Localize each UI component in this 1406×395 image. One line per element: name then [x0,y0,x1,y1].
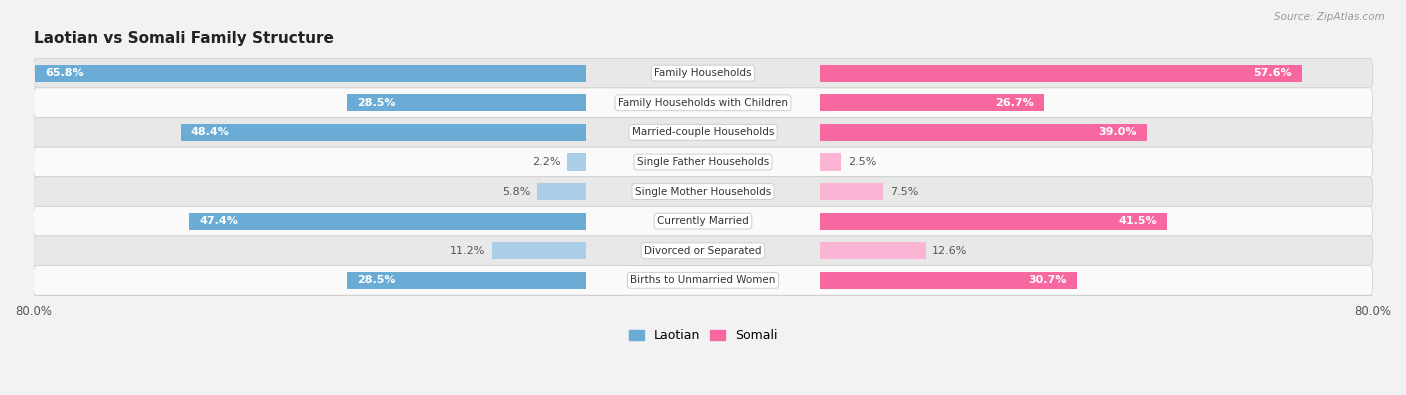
Text: Laotian vs Somali Family Structure: Laotian vs Somali Family Structure [34,31,333,46]
Text: Divorced or Separated: Divorced or Separated [644,246,762,256]
FancyBboxPatch shape [34,118,1372,147]
Text: 28.5%: 28.5% [357,98,396,108]
Bar [820,242,925,260]
Text: 48.4%: 48.4% [191,127,229,137]
Legend: Laotian, Somali: Laotian, Somali [624,324,782,347]
Text: 47.4%: 47.4% [200,216,238,226]
FancyBboxPatch shape [34,265,1372,295]
FancyBboxPatch shape [34,206,1372,236]
Text: 11.2%: 11.2% [450,246,485,256]
Text: Currently Married: Currently Married [657,216,749,226]
Bar [820,183,883,200]
Text: 28.5%: 28.5% [357,275,396,285]
Text: 2.5%: 2.5% [848,157,876,167]
Bar [347,272,586,289]
Text: 30.7%: 30.7% [1029,275,1067,285]
FancyBboxPatch shape [34,58,1372,88]
Bar [820,64,1302,82]
Bar [190,213,586,230]
Text: Source: ZipAtlas.com: Source: ZipAtlas.com [1274,12,1385,22]
Text: 39.0%: 39.0% [1098,127,1136,137]
Bar [35,64,586,82]
Bar [347,94,586,111]
FancyBboxPatch shape [34,236,1372,265]
Text: 65.8%: 65.8% [45,68,84,78]
Bar [820,272,1077,289]
Bar [537,183,586,200]
Text: Single Father Households: Single Father Households [637,157,769,167]
Bar [492,242,586,260]
Text: 5.8%: 5.8% [502,186,530,197]
Bar [820,153,841,171]
Bar [568,153,586,171]
Text: Births to Unmarried Women: Births to Unmarried Women [630,275,776,285]
FancyBboxPatch shape [34,147,1372,177]
Bar [820,94,1043,111]
Text: 2.2%: 2.2% [533,157,561,167]
Bar [181,124,586,141]
Text: 7.5%: 7.5% [890,186,918,197]
Text: 26.7%: 26.7% [995,98,1033,108]
Bar [820,124,1146,141]
FancyBboxPatch shape [34,88,1372,118]
Text: 41.5%: 41.5% [1119,216,1157,226]
Text: Single Mother Households: Single Mother Households [636,186,770,197]
Text: Married-couple Households: Married-couple Households [631,127,775,137]
FancyBboxPatch shape [34,177,1372,206]
Bar [820,213,1167,230]
Text: 57.6%: 57.6% [1254,68,1292,78]
Text: 12.6%: 12.6% [932,246,967,256]
Text: Family Households: Family Households [654,68,752,78]
Text: Family Households with Children: Family Households with Children [619,98,787,108]
